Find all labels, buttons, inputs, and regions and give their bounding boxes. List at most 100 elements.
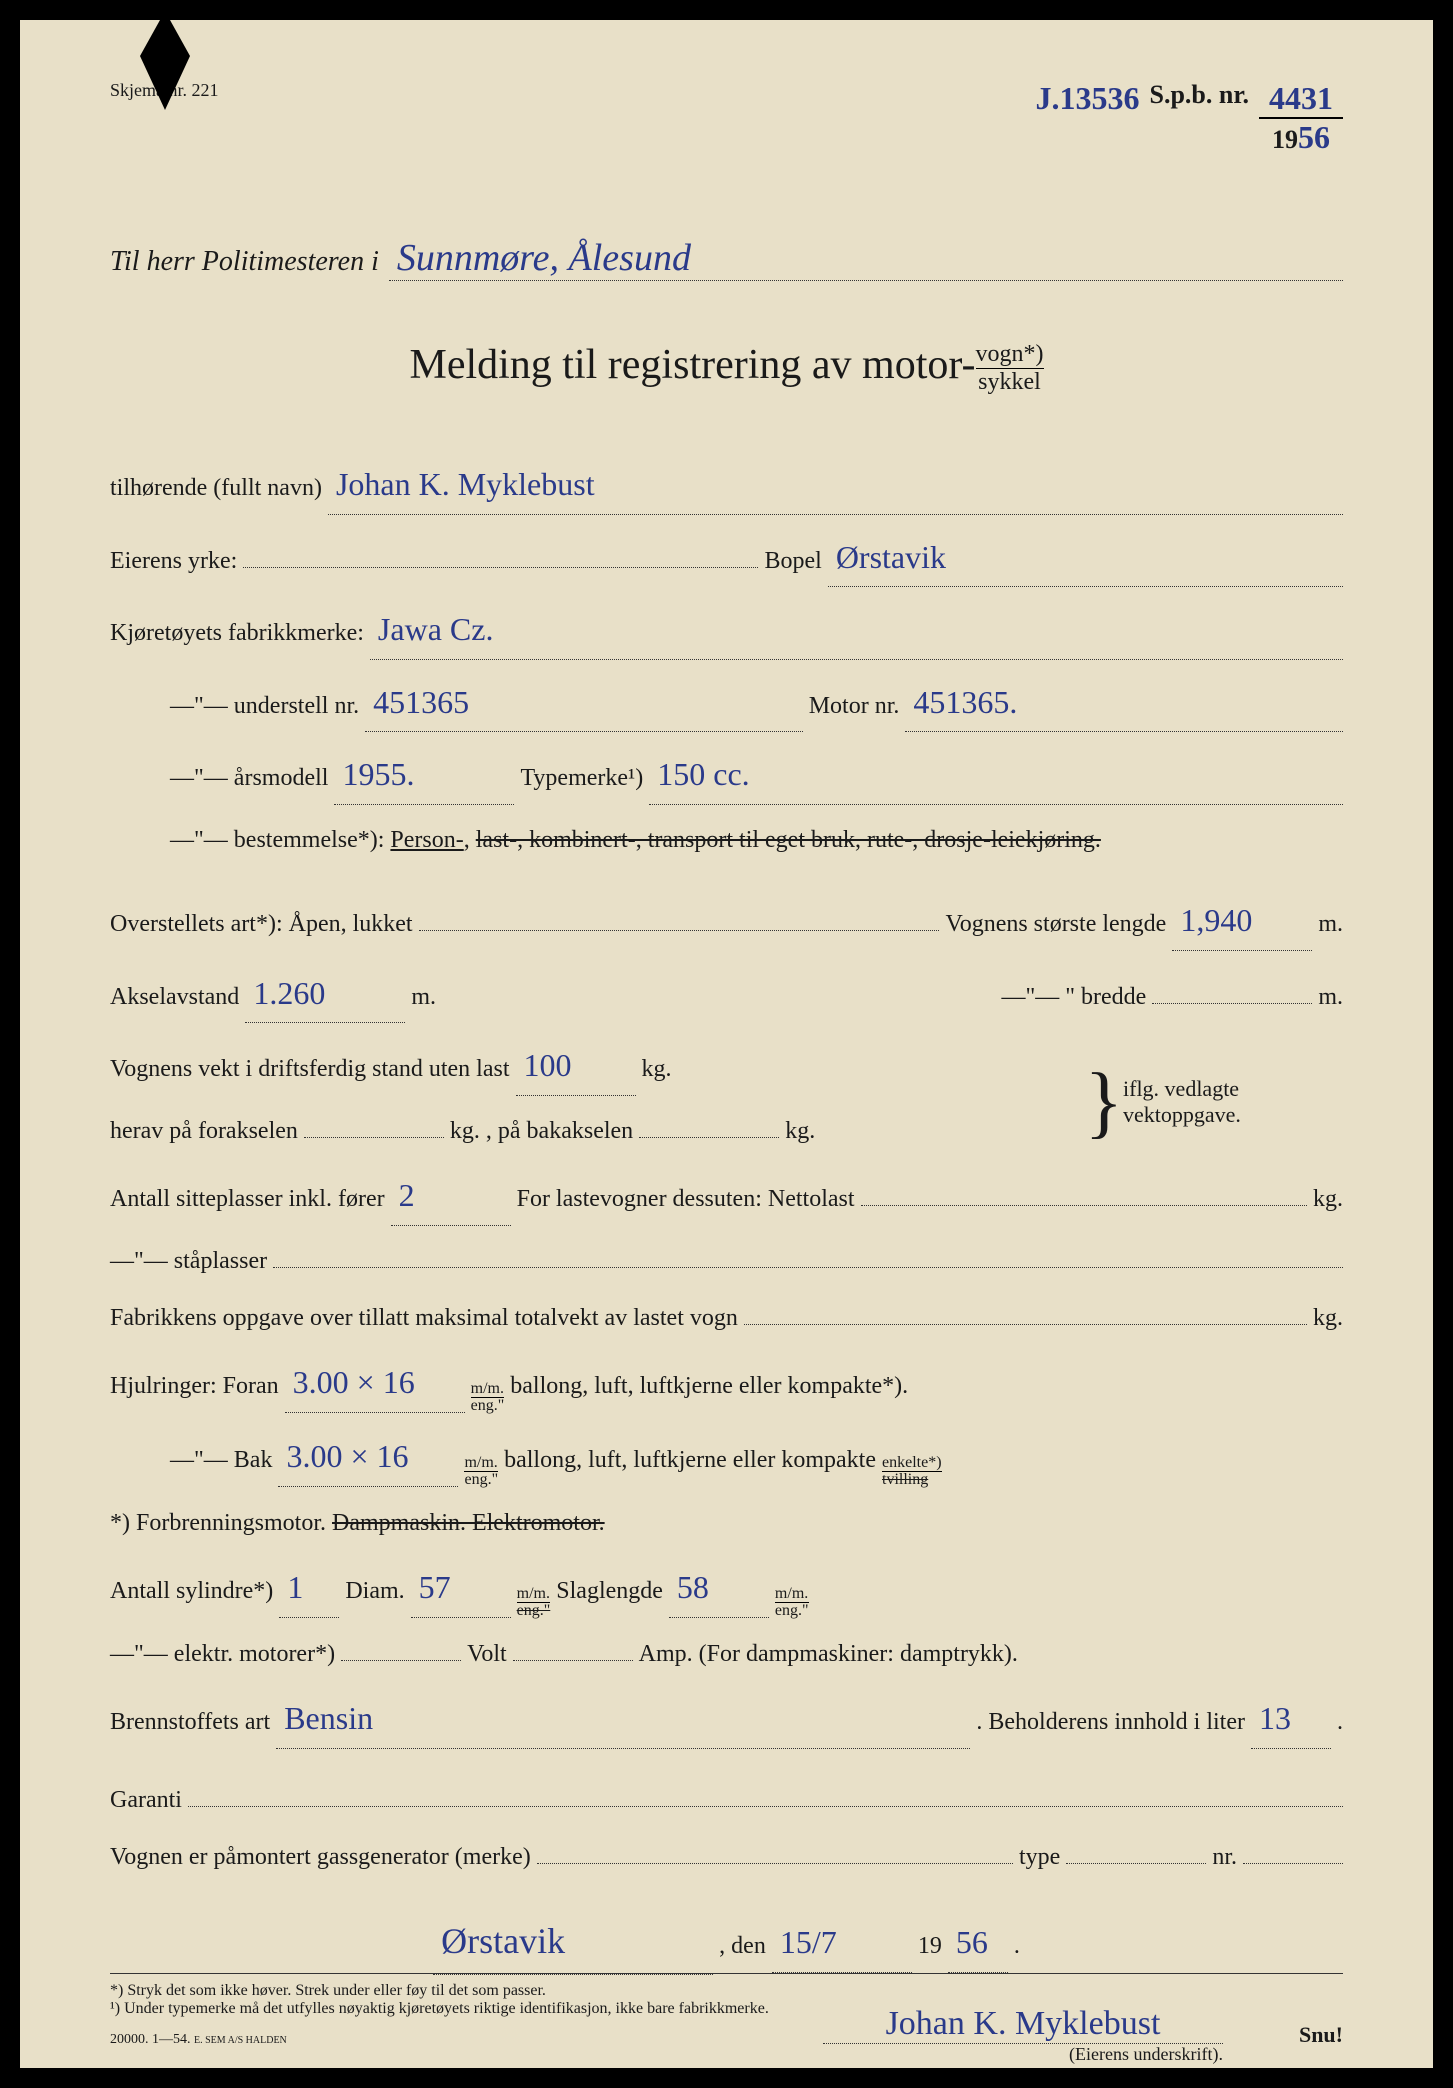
maxweight-value <box>744 1324 1307 1325</box>
diam-value: 57 <box>411 1559 511 1618</box>
journal-number: J.13536 <box>1036 80 1140 117</box>
wheelbase-line: Akselavstand 1.260 m. —"— " bredde m. <box>110 965 1343 1024</box>
ditto-2: —"— <box>170 757 228 800</box>
standing-value <box>273 1267 1343 1268</box>
date-place: Ørstavik <box>433 1909 713 1975</box>
title-options: vogn*) sykkel <box>976 341 1044 396</box>
unit-kg-5: kg. <box>1313 1297 1343 1340</box>
date-day: 15/7 <box>772 1914 912 1973</box>
date-line: Ørstavik , den 15/7 1956. <box>110 1909 1343 1975</box>
spb-fraction: 4431 1956 <box>1259 80 1343 156</box>
body-line: Overstellets art*): Åpen, lukket Vognens… <box>110 892 1343 951</box>
spb-num: 4431 <box>1259 80 1343 119</box>
stroke-value: 58 <box>669 1559 769 1618</box>
gasgen-label: Vognen er påmontert gassgenerator (merke… <box>110 1836 531 1879</box>
rear-axle-value <box>639 1137 779 1138</box>
tyres-rear-value: 3.00 × 16 <box>278 1428 458 1487</box>
ditto-4: —"— <box>1001 976 1059 1019</box>
header-row: Skjema nr. 221 J.13536 S.p.b. nr. 4431 1… <box>110 80 1343 156</box>
gasgen-nr <box>1243 1863 1343 1864</box>
gasgen-type <box>1066 1863 1206 1864</box>
unit-mm-eng-4: m/m.eng." <box>775 1586 809 1619</box>
tank-value: 13 <box>1251 1690 1331 1749</box>
spb-number-block: J.13536 S.p.b. nr. 4431 1956 <box>1036 80 1344 156</box>
unit-m-3: m. <box>1318 976 1343 1019</box>
amp-value <box>513 1660 633 1661</box>
cyl-value: 1 <box>279 1559 339 1618</box>
chassis-value: 451365 <box>365 674 803 733</box>
purpose-line: —"— bestemmelse*): Person-, last-, kombi… <box>110 819 1343 862</box>
year-line: —"— årsmodell 1955. Typemerke¹) 150 cc. <box>110 746 1343 805</box>
addressee-line: Til herr Politimesteren i Sunnmøre, Åles… <box>110 236 1343 281</box>
print-info: 20000. 1—54. E. SEM A/S HALDEN <box>110 2032 287 2048</box>
unit-m-2: m. <box>411 976 436 1019</box>
seats-line: Antall sitteplasser inkl. fører 2 For la… <box>110 1167 1343 1226</box>
owner-line: tilhørende (fullt navn) Johan K. Myklebu… <box>110 456 1343 515</box>
type-value: 150 cc. <box>649 746 1343 805</box>
cylinders-line: Antall sylindre*) 1 Diam. 57 m/m.eng." S… <box>110 1559 1343 1619</box>
unit-mm-eng-2: m/m.eng." <box>464 1455 498 1488</box>
maxweight-label: Fabrikkens oppgave over tillatt maksimal… <box>110 1297 738 1340</box>
owner-label: tilhørende (fullt navn) <box>110 467 322 510</box>
weight-block: Vognens vekt i driftsferdig stand uten l… <box>110 1037 1343 1167</box>
owner-value: Johan K. Myklebust <box>328 456 1343 515</box>
engine-strike: Dampmaskin. Elektromotor. <box>332 1502 605 1545</box>
bopel-value: Ørstavik <box>828 529 1343 588</box>
tank-label: Beholderens innhold i liter <box>988 1701 1245 1744</box>
occupation-value <box>243 567 758 568</box>
standing-label: ståplasser <box>174 1240 267 1283</box>
weight-value: 100 <box>516 1037 636 1096</box>
tyres-front-line: Hjulringer: Foran 3.00 × 16 m/m.eng." ba… <box>110 1354 1343 1414</box>
document-page: Skjema nr. 221 J.13536 S.p.b. nr. 4431 1… <box>20 20 1433 2068</box>
wheelbase-label: Akselavstand <box>110 976 239 1019</box>
tyres-front-value: 3.00 × 16 <box>285 1354 465 1413</box>
footnote-2: ¹) Under typemerke må det utfylles nøyak… <box>110 2000 1343 2018</box>
ditto-3: —"— <box>170 819 228 862</box>
length-value: 1,940 <box>1172 892 1312 951</box>
tyres-opts-frac: enkelte*) tvilling <box>882 1455 942 1488</box>
unit-kg-4: kg. <box>1313 1178 1343 1221</box>
warranty-line: Garanti <box>110 1779 1343 1822</box>
date-den: , den <box>719 1925 766 1968</box>
occupation-label: Eierens yrke: <box>110 540 237 583</box>
engine-type-line: *) Forbrenningsmotor. Dampmaskin. Elektr… <box>110 1502 1343 1545</box>
axle-line: herav på forakselen kg., på bakakselen k… <box>110 1110 1085 1153</box>
chassis-line: —"— understell nr. 451365 Motor nr. 4513… <box>110 674 1343 733</box>
bopel-label: Bopel <box>764 540 821 583</box>
unit-volt: Volt <box>467 1633 507 1676</box>
motor-value: 451365. <box>905 674 1343 733</box>
front-axle-label: herav på forakselen <box>110 1110 298 1153</box>
weight-label: Vognens vekt i driftsferdig stand uten l… <box>110 1048 510 1091</box>
maxweight-line: Fabrikkens oppgave over tillatt maksimal… <box>110 1297 1343 1340</box>
wheelbase-value: 1.260 <box>245 965 405 1024</box>
motor-label: Motor nr. <box>809 685 900 728</box>
width-label: bredde <box>1081 976 1146 1019</box>
tyres-label: Hjulringer: Foran <box>110 1365 279 1408</box>
rear-axle-label: på bakakselen <box>498 1110 633 1153</box>
type-label: Typemerke¹) <box>520 757 643 800</box>
make-value: Jawa Cz. <box>370 601 1343 660</box>
gasgen-type-label: type <box>1019 1836 1060 1879</box>
date-year-prefix: 19 <box>918 1925 942 1968</box>
purpose-options: Person-, last-, kombinert-, transport ti… <box>390 819 1101 862</box>
chassis-label: understell nr. <box>234 685 359 728</box>
document-title: Melding til registrering av motor- vogn*… <box>110 341 1343 396</box>
gasgen-line: Vognen er påmontert gassgenerator (merke… <box>110 1836 1343 1879</box>
fuel-value: Bensin <box>276 1690 970 1749</box>
tyres-opts-1: ballong, luft, luftkjerne eller kompakte… <box>510 1365 908 1408</box>
tyres-rear-label: Bak <box>234 1439 273 1482</box>
unit-kg-3: kg. <box>785 1110 815 1153</box>
electric-line: —"— elektr. motorer*) Volt Amp. (For dam… <box>110 1633 1343 1676</box>
unit-kg-2: kg. <box>450 1110 480 1153</box>
unit-amp: Amp. <box>639 1633 693 1676</box>
engine-label: *) Forbrenningsmotor. <box>110 1502 326 1545</box>
warranty-value <box>188 1806 1343 1807</box>
spb-year: 1956 <box>1272 119 1330 156</box>
unit-mm-eng-3: m/m.eng." <box>517 1586 551 1619</box>
weight-note: iflg. vedlagte vektoppgave. <box>1123 1076 1343 1128</box>
diam-label: Diam. <box>345 1570 404 1613</box>
gasgen-make <box>537 1863 1013 1864</box>
cyl-label: Antall sylindre*) <box>110 1570 273 1613</box>
length-label: Vognens største lengde <box>945 903 1166 946</box>
unit-mm-eng-1: m/m.eng." <box>471 1381 505 1414</box>
